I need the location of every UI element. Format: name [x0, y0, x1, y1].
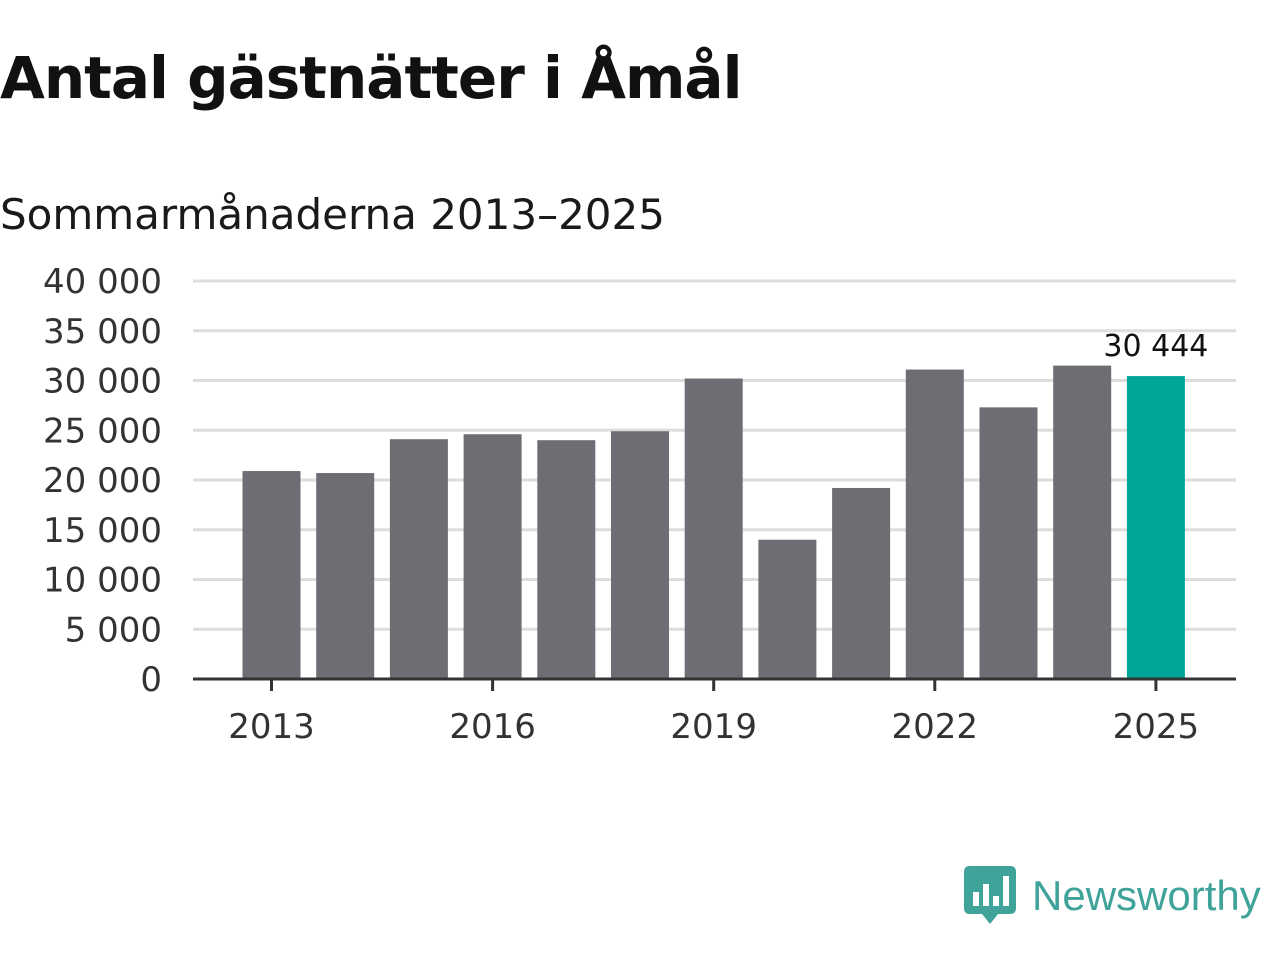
bar-2016: [463, 434, 522, 679]
bar-2023: [979, 407, 1038, 679]
x-tick-label: 2016: [449, 707, 536, 747]
x-tick-label: 2013: [228, 707, 315, 747]
bar-2013: [242, 471, 301, 679]
y-tick-label: 20 000: [43, 461, 162, 501]
value-labels: 30 444: [1103, 329, 1208, 364]
bar-2015: [389, 439, 448, 679]
y-tick-label: 35 000: [43, 312, 162, 352]
x-tick-label: 2022: [892, 707, 979, 747]
newsworthy-logo-icon: [964, 866, 1016, 924]
bar-2022: [905, 369, 964, 679]
bar-2018: [611, 431, 669, 679]
chart-title: Antal gästnätter i Åmål: [0, 44, 742, 112]
y-tick-label: 25 000: [43, 411, 162, 451]
x-tick-label: 2019: [670, 707, 757, 747]
y-axis-ticks: 0 5 000 10 000 15 000 20 000 25 000 30 000 35 0…: [43, 262, 162, 700]
y-tick-label: 0: [140, 660, 162, 700]
brand-name: Newsworthy: [1032, 872, 1261, 919]
y-tick-label: 5 000: [65, 610, 162, 650]
bar-2020: [758, 539, 817, 679]
bar-2017: [537, 440, 596, 679]
brand-logo: Newsworthy: [964, 866, 1261, 926]
bar-2024: [1053, 365, 1112, 679]
y-tick-label: 10 000: [43, 561, 162, 601]
bar-2019: [684, 378, 743, 679]
bar-2014: [316, 473, 375, 679]
bar-2025: [1126, 376, 1185, 679]
bars: [242, 365, 1185, 679]
bar-2021: [832, 487, 891, 679]
x-tick-label: 2025: [1113, 707, 1200, 747]
y-tick-label: 15 000: [43, 511, 162, 551]
y-tick-label: 40 000: [43, 262, 162, 302]
y-tick-label: 30 000: [43, 362, 162, 402]
value-label-2025: 30 444: [1103, 329, 1208, 364]
chart-subtitle: Sommarmånaderna 2013–2025: [0, 190, 665, 239]
x-axis-ticks: 2013 2016 2019 2022 2025: [228, 679, 1199, 747]
